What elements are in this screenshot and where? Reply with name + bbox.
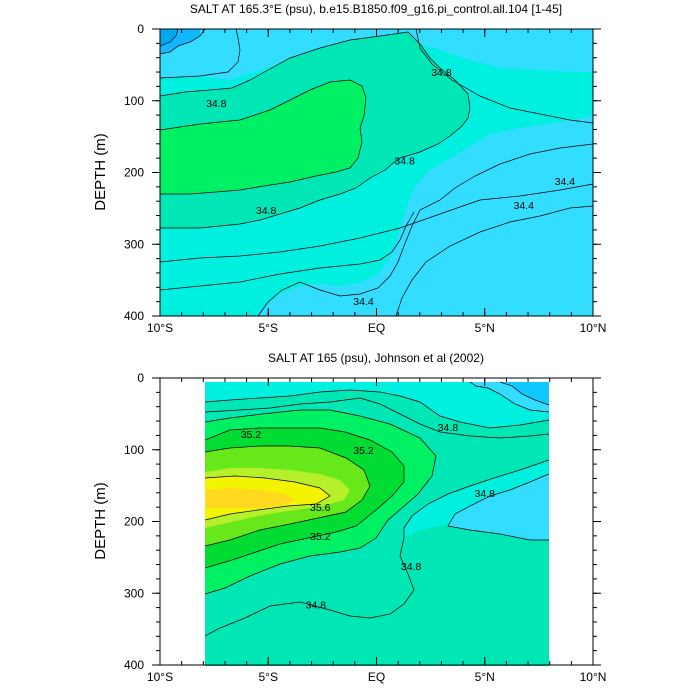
contour-label: 34.8 — [438, 422, 459, 434]
panel1-contour-labels: 34.8 34.8 34.8 34.8 34.4 34.4 34.4 — [206, 67, 575, 308]
panel2-isoline-34-6b — [447, 473, 549, 541]
panel1-band-34-0 — [160, 29, 178, 46]
y-tick-label: 200 — [124, 166, 144, 180]
panel1-axes: 10°S 5°S EQ 5°N 10°N 0 100 200 300 400 — [124, 22, 606, 335]
contour-label: 35.2 — [241, 429, 262, 441]
panel2-axes: 10°S 5°S EQ 5°N 10°N 0 100 200 300 400 — [124, 371, 606, 684]
y-tick-label: 0 — [137, 371, 144, 385]
x-tick-label: 10°N — [580, 321, 607, 335]
contour-label: 34.4 — [353, 296, 374, 308]
y-tick-label: 400 — [124, 309, 144, 323]
panel1-isoline-34-2 — [160, 29, 206, 55]
panel2-contour-fill — [205, 382, 549, 666]
panel1-isoline-34-0 — [160, 29, 179, 47]
panel2-band-34-4-mid — [448, 474, 549, 540]
panel1-ylabel: DEPTH (m) — [92, 133, 109, 211]
panel1-isoline-34-8 — [160, 31, 471, 229]
contour-label: 34.8 — [401, 561, 422, 573]
x-tick-label: 5°N — [475, 321, 495, 335]
x-tick-label: 10°N — [580, 670, 607, 684]
y-tick-label: 400 — [124, 658, 144, 672]
x-tick-label: EQ — [368, 670, 385, 684]
panel-model: SALT AT 165.3°E (psu), b.e15.B1850.f09_g… — [92, 2, 606, 335]
contour-label: 35.6 — [310, 502, 331, 514]
contour-label: 34.8 — [306, 600, 327, 612]
panel1-isoline-34-6b — [160, 211, 415, 291]
panel2-isoline-35-2 — [205, 427, 405, 569]
panel1-isoline-34-8b — [415, 29, 593, 124]
panel2-band-35-7 — [205, 488, 296, 508]
panel1-isoline-35-0 — [160, 79, 367, 195]
contour-label: 34.8 — [256, 205, 277, 217]
contour-label: 35.2 — [353, 445, 374, 457]
panel1-isoline-34-4b — [257, 143, 593, 316]
y-tick-label: 100 — [124, 94, 144, 108]
x-tick-label: 5°N — [475, 670, 495, 684]
panel1-band-35-0 — [160, 80, 366, 194]
panel1-isoline-34-4a — [160, 29, 241, 79]
contour-label: 34.8 — [431, 67, 452, 79]
panel2-band-34-6-top — [205, 382, 549, 428]
x-tick-label: 10°S — [147, 670, 173, 684]
panel2-isoline-35-0 — [205, 409, 437, 595]
panel2-isoline-34-2 — [499, 382, 549, 406]
panel1-isoline-34-6 — [160, 183, 593, 263]
panel2-isoline-35-4 — [205, 445, 371, 547]
panel1-title: SALT AT 165.3°E (psu), b.e15.B1850.f09_g… — [190, 2, 562, 16]
panel2-isoline-34-4 — [469, 382, 549, 413]
y-tick-label: 300 — [124, 586, 144, 600]
panel2-isoline-34-8 — [205, 397, 549, 439]
contour-label: 34.8 — [206, 98, 227, 110]
panel2-isoline-35-6 — [205, 475, 331, 521]
panel2-ylabel: DEPTH (m) — [92, 482, 109, 560]
contour-label: 34.8 — [475, 488, 496, 500]
panel1-isoline-34-4c — [395, 205, 593, 316]
y-tick-label: 0 — [137, 22, 144, 36]
y-tick-label: 100 — [124, 443, 144, 457]
panel2-contour-labels: 35.2 35.2 35.6 35.2 34.8 34.8 34.8 34.8 — [241, 422, 495, 612]
x-tick-label: 5°S — [259, 670, 278, 684]
y-tick-label: 300 — [124, 237, 144, 251]
contour-label: 35.2 — [310, 531, 331, 543]
panel-observed: SALT AT 165 (psu), Johnson et al (2002) — [92, 351, 606, 684]
x-tick-label: 5°S — [259, 321, 278, 335]
x-tick-label: 10°S — [147, 321, 173, 335]
contour-label: 34.4 — [514, 200, 535, 212]
contour-label: 34.8 — [394, 155, 415, 167]
panel2-isoline-34-8b — [205, 459, 549, 637]
panel1-isolines — [160, 29, 593, 316]
panel2-band-34-2-top — [500, 382, 549, 405]
panel2-title: SALT AT 165 (psu), Johnson et al (2002) — [268, 351, 484, 365]
x-tick-label: EQ — [368, 321, 385, 335]
panel2-isolines — [205, 382, 549, 637]
panel1-contour-fill — [160, 29, 593, 316]
panel2-isoline-34-6 — [205, 389, 549, 429]
contour-label: 34.4 — [555, 176, 576, 188]
y-tick-label: 200 — [124, 515, 144, 529]
